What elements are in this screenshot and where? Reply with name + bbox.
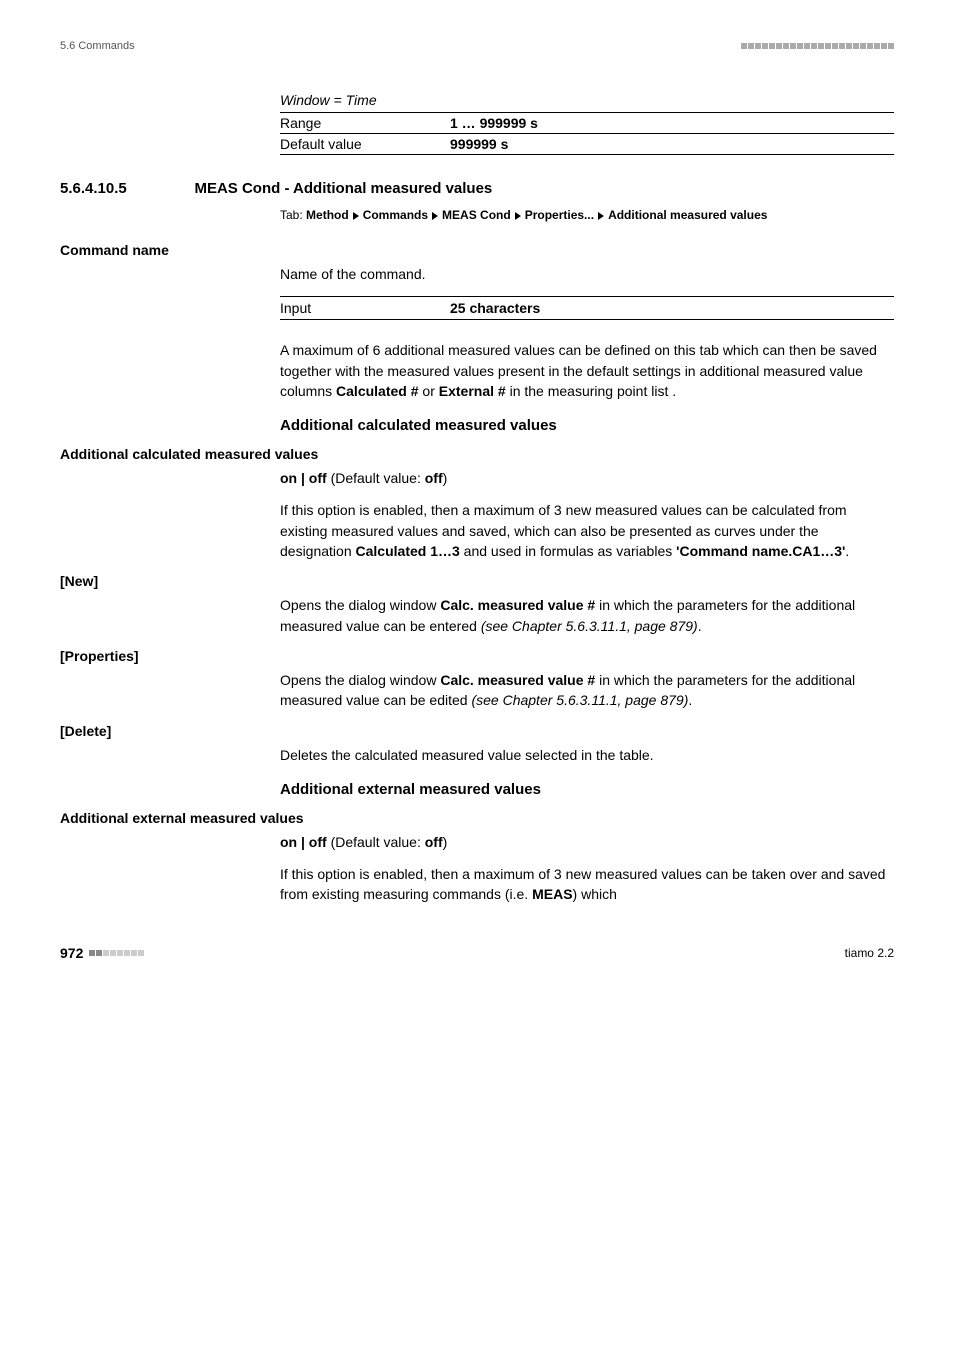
- bold-text: Calculated 1…3: [356, 543, 460, 559]
- section-title: MEAS Cond - Additional measured values: [194, 180, 492, 197]
- bold-text: 'Command name.CA1…3': [676, 543, 845, 559]
- page-header: 5.6 Commands: [60, 40, 894, 52]
- text-span: ): [443, 834, 448, 850]
- header-decoration: [741, 43, 894, 49]
- text-span: (Default value:: [327, 834, 425, 850]
- italic-text: (see Chapter 5.6.3.11.1, page 879): [481, 618, 698, 634]
- bold-text: Calc. measured value #: [440, 597, 595, 613]
- calc-subheading: Additional calculated measured values: [280, 417, 894, 434]
- text-span: and used in formulas as variables: [460, 543, 676, 559]
- calc-para: If this option is enabled, then a maximu…: [280, 500, 894, 561]
- bold-text: on | off: [280, 834, 327, 850]
- delete-text: Deletes the calculated measured value se…: [280, 745, 894, 765]
- italic-text: (see Chapter 5.6.3.11.1, page 879): [471, 692, 688, 708]
- text-span: Opens the dialog window: [280, 597, 440, 613]
- chevron-right-icon: [353, 212, 359, 220]
- breadcrumb-part: Additional measured values: [608, 208, 767, 222]
- ext-subheading: Additional external measured values: [280, 781, 894, 798]
- window-time-table: Range 1 … 999999 s Default value 999999 …: [280, 112, 894, 155]
- bold-text: off: [425, 470, 443, 486]
- bold-text: MEAS: [532, 886, 572, 902]
- text-span: Opens the dialog window: [280, 672, 440, 688]
- footer-left: 972: [60, 945, 144, 961]
- chevron-right-icon: [432, 212, 438, 220]
- bold-text: External #: [439, 383, 506, 399]
- command-name-heading: Command name: [60, 242, 894, 258]
- tab-breadcrumb: Tab: Method Commands MEAS Cond Properties..…: [280, 208, 894, 222]
- window-time-block: Window = Time Range 1 … 999999 s Default…: [280, 92, 894, 155]
- calc-field-name: Additional calculated measured values: [60, 446, 894, 462]
- text-span: .: [688, 692, 692, 708]
- bold-text: off: [425, 834, 443, 850]
- header-left: 5.6 Commands: [60, 40, 135, 52]
- section-header: 5.6.4.10.5 MEAS Cond - Additional measur…: [60, 180, 894, 198]
- bold-text: Calc. measured value #: [440, 672, 595, 688]
- page-number: 972: [60, 945, 83, 961]
- breadcrumb-part: Commands: [363, 208, 428, 222]
- breadcrumb-part: Method: [306, 208, 349, 222]
- command-name-para: A maximum of 6 additional measured value…: [280, 340, 894, 401]
- ext-para: If this option is enabled, then a maximu…: [280, 864, 894, 905]
- text-span: or: [419, 383, 439, 399]
- section-number: 5.6.4.10.5: [60, 180, 190, 197]
- bold-text: Calculated #: [336, 383, 418, 399]
- text-span: in the measuring point list .: [506, 383, 676, 399]
- window-time-label: Window = Time: [280, 92, 894, 108]
- text-span: ) which: [573, 886, 617, 902]
- page-footer: 972 tiamo 2.2: [60, 945, 894, 961]
- table-row: Range 1 … 999999 s: [280, 113, 894, 134]
- text-span: ): [443, 470, 448, 486]
- properties-text: Opens the dialog window Calc. measured v…: [280, 670, 894, 711]
- tab-label: Tab:: [280, 208, 303, 222]
- properties-label: [Properties]: [60, 648, 894, 664]
- table-row: Input 25 characters: [280, 297, 894, 319]
- text-span: .: [845, 543, 849, 559]
- text-span: (Default value:: [327, 470, 425, 486]
- chevron-right-icon: [515, 212, 521, 220]
- chevron-right-icon: [598, 212, 604, 220]
- new-label: [New]: [60, 573, 894, 589]
- text-span: .: [698, 618, 702, 634]
- table-row: Default value 999999 s: [280, 134, 894, 154]
- breadcrumb-part: MEAS Cond: [442, 208, 511, 222]
- param-key: Range: [280, 115, 450, 131]
- ext-onoff: on | off (Default value: off): [280, 832, 894, 852]
- calc-onoff: on | off (Default value: off): [280, 468, 894, 488]
- param-val: 25 characters: [450, 300, 540, 316]
- footer-decoration: [89, 950, 144, 956]
- breadcrumb-part: Properties...: [525, 208, 594, 222]
- param-val: 999999 s: [450, 136, 508, 152]
- param-val: 1 … 999999 s: [450, 115, 538, 131]
- param-key: Default value: [280, 136, 450, 152]
- bold-text: on | off: [280, 470, 327, 486]
- input-table: Input 25 characters: [280, 296, 894, 320]
- ext-field-name: Additional external measured values: [60, 810, 894, 826]
- param-key: Input: [280, 300, 450, 316]
- command-name-desc: Name of the command.: [280, 264, 894, 284]
- footer-right: tiamo 2.2: [845, 946, 894, 960]
- input-table-block: Input 25 characters: [280, 296, 894, 320]
- delete-label: [Delete]: [60, 723, 894, 739]
- new-text: Opens the dialog window Calc. measured v…: [280, 595, 894, 636]
